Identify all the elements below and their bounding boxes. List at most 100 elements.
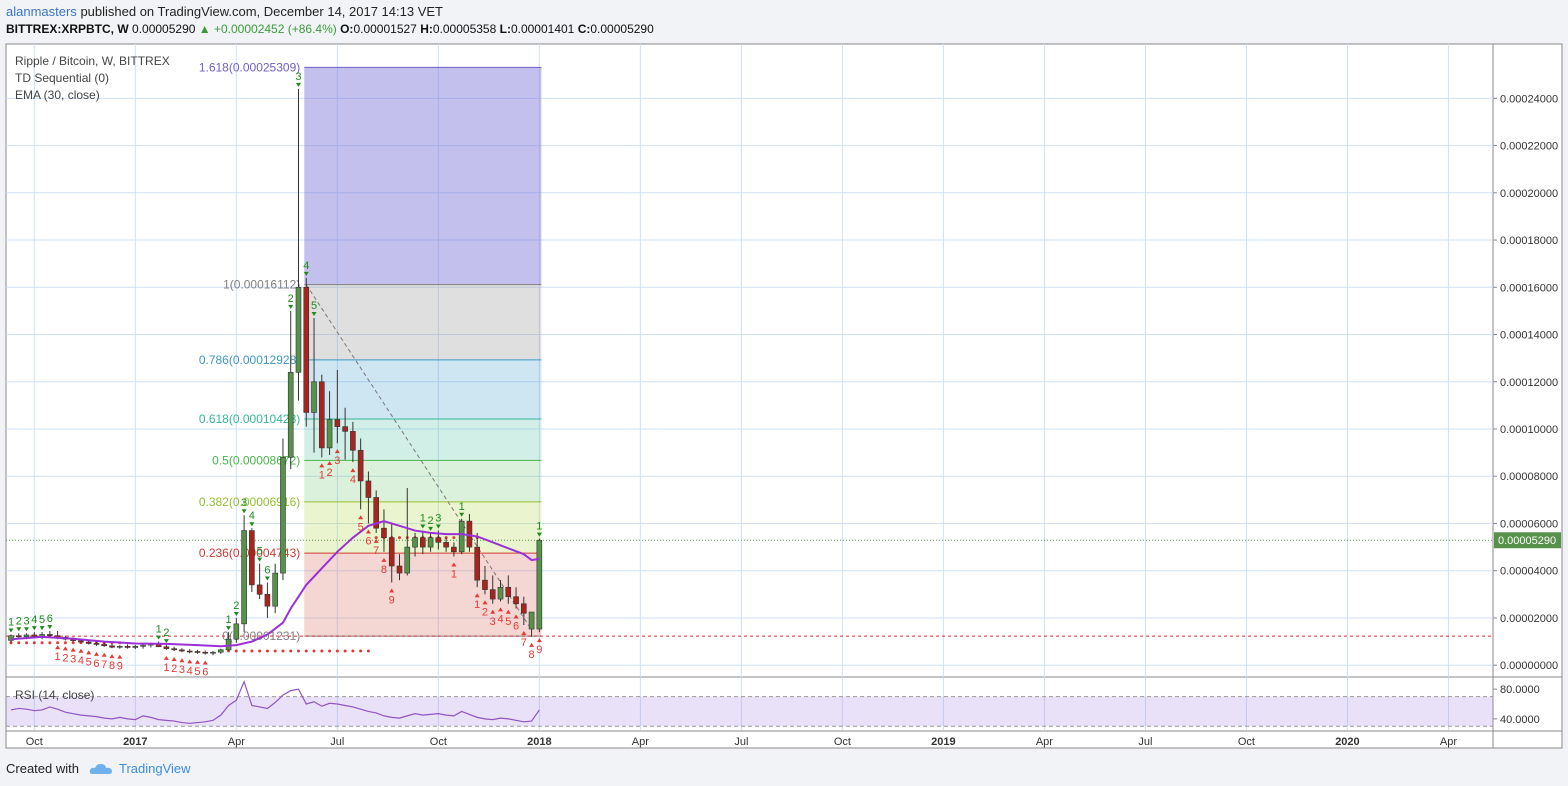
candle-body <box>420 537 426 548</box>
change-text: ▲ +0.00002452 (+86.4%) <box>198 22 337 36</box>
td-down-arrow <box>194 659 200 664</box>
td-up-count: 5 <box>311 300 317 312</box>
td-up-arrow <box>435 524 441 529</box>
td-up-arrow <box>264 576 270 581</box>
td-up-count: 2 <box>288 293 294 305</box>
td-down-arrow <box>70 647 76 652</box>
candle-body <box>521 603 527 614</box>
td-up-count: 1 <box>8 616 14 628</box>
td-up-arrow <box>311 311 317 316</box>
x-tick-label: Jul <box>1138 736 1152 748</box>
candle-body <box>326 419 333 449</box>
td-support-dot <box>48 641 52 645</box>
low-value: 0.00001401 <box>510 22 575 36</box>
candle-body <box>225 638 232 651</box>
td-support-dot <box>359 649 363 653</box>
td-up-count: 3 <box>23 615 29 627</box>
footer: Created with TradingView <box>6 761 191 776</box>
legend-rsi: RSI (14, close) <box>15 688 94 702</box>
td-down-count: 4 <box>187 665 193 677</box>
x-tick-label: Oct <box>26 736 43 748</box>
fib-zone <box>304 67 542 285</box>
td-up-arrow <box>8 628 14 633</box>
td-up-count: 3 <box>241 497 247 509</box>
td-support-dot <box>265 649 269 653</box>
td-down-count: 6 <box>93 658 99 670</box>
td-down-arrow <box>334 449 340 454</box>
candle-body <box>474 546 481 581</box>
y-tick-label: 0.00004000 <box>1500 566 1558 578</box>
td-down-arrow <box>389 588 395 593</box>
candle-body <box>458 520 465 553</box>
chart-frame <box>5 43 1563 749</box>
td-up-count: 1 <box>420 513 426 525</box>
x-tick-label: 2018 <box>527 736 551 748</box>
td-up-arrow <box>536 532 542 537</box>
candle-body <box>217 649 224 653</box>
td-down-count: 2 <box>482 606 488 618</box>
td-up-count: 2 <box>16 615 22 627</box>
y-tick-label: 0.00024000 <box>1500 93 1558 105</box>
td-down-count: 1 <box>451 569 457 581</box>
candle-body <box>140 644 146 647</box>
td-down-count: 8 <box>529 649 535 661</box>
open-label: O: <box>340 22 354 36</box>
td-up-count: 2 <box>428 515 434 527</box>
candle-body <box>513 596 519 605</box>
y-tick-label: 0.00012000 <box>1500 377 1558 389</box>
fib-level-label: 1.618(0.00025309) <box>199 60 300 74</box>
fib-level-label: 0(0.00001231) <box>222 629 300 643</box>
td-down-arrow <box>327 460 333 465</box>
td-down-count: 7 <box>101 659 107 671</box>
td-down-count: 4 <box>350 474 356 486</box>
candle-body <box>78 640 84 643</box>
tradingview-link[interactable]: TradingView <box>118 761 191 776</box>
y-tick-label: 0.00022000 <box>1500 141 1558 153</box>
td-up-count: 4 <box>249 510 255 522</box>
candle-body <box>23 634 30 638</box>
candle-body <box>186 650 193 653</box>
author-link[interactable]: alanmasters <box>6 4 77 19</box>
candle-body <box>334 419 341 427</box>
td-up-arrow <box>420 524 426 529</box>
x-tick-label: Apr <box>632 736 649 748</box>
symbol-label: BITTREX:XRPBTC, W <box>6 22 129 36</box>
candle-body <box>202 651 209 654</box>
td-down-count: 8 <box>109 660 115 672</box>
td-down-count: 3 <box>334 455 340 467</box>
candle-body <box>373 497 379 529</box>
candle-body <box>171 648 177 651</box>
candle-body <box>388 537 395 567</box>
rsi-tick-label: 40.0000 <box>1500 714 1540 726</box>
td-support-dot <box>63 641 67 645</box>
td-down-count: 7 <box>373 545 379 557</box>
high-value: 0.00005358 <box>432 22 497 36</box>
candle-body <box>194 651 201 653</box>
last-price: 0.00005290 <box>132 22 196 36</box>
td-support-dot <box>366 649 370 653</box>
td-support-dot <box>71 641 75 645</box>
y-tick-label: 0.00016000 <box>1500 282 1558 294</box>
td-down-count: 4 <box>497 613 503 625</box>
td-up-arrow <box>156 635 162 640</box>
td-down-arrow <box>86 650 92 655</box>
td-down-arrow <box>474 593 480 598</box>
fib-level-label: 0.5(0.00008672) <box>212 453 300 467</box>
candle-body <box>489 589 496 600</box>
td-support-dot <box>374 536 378 540</box>
td-down-count: 5 <box>194 666 200 678</box>
candle-body <box>443 542 449 548</box>
published-text: published on TradingView.com, December 1… <box>80 4 443 19</box>
td-up-arrow <box>226 626 232 631</box>
candle-body <box>116 645 123 648</box>
candle-body <box>101 644 108 647</box>
td-down-arrow <box>93 651 99 656</box>
td-up-arrow <box>47 624 53 629</box>
candle-body <box>163 646 170 649</box>
td-down-arrow <box>117 654 123 659</box>
x-tick-label: Apr <box>1036 736 1053 748</box>
td-up-count: 4 <box>303 260 309 272</box>
fib-zone <box>304 284 542 360</box>
td-support-dot <box>343 649 347 653</box>
